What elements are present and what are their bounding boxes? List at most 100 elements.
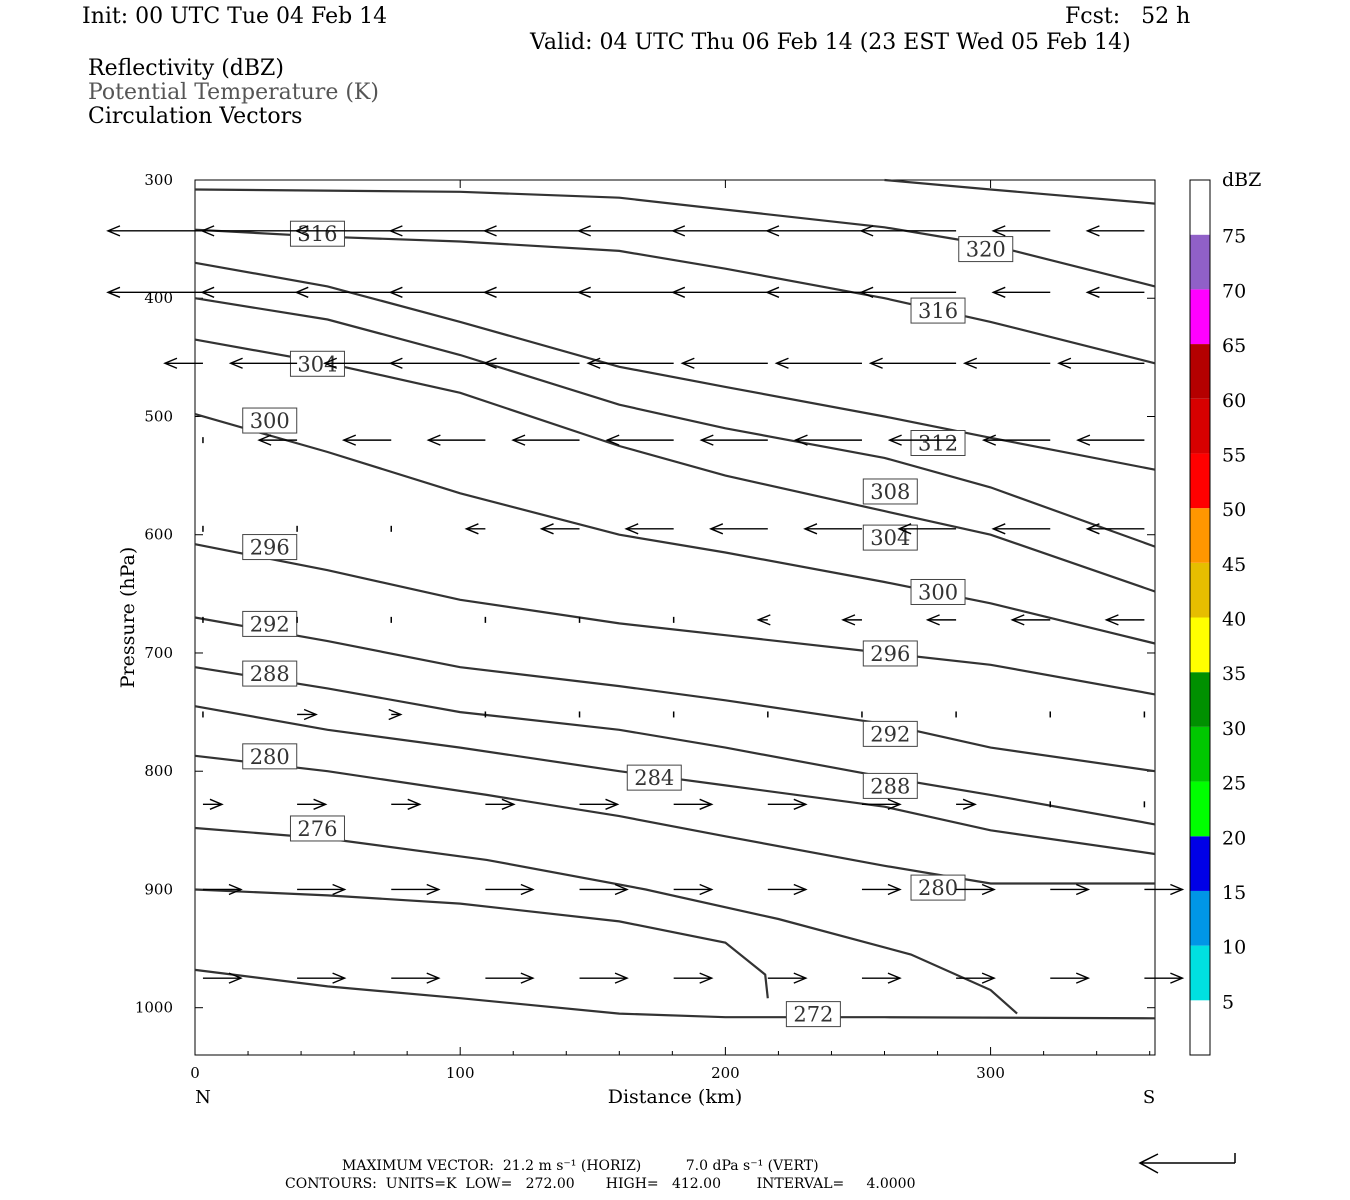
y-tick-label: 900 <box>144 880 173 898</box>
vector-arrowhead <box>962 357 978 369</box>
vector-arrowhead <box>341 434 357 446</box>
contour-label-312: 312 <box>918 432 958 456</box>
colorbar-label-15: 15 <box>1222 882 1246 904</box>
vector-arrowhead <box>332 883 347 896</box>
vector-arrowhead <box>925 614 940 626</box>
vector-arrowhead <box>482 225 497 237</box>
contour-label-box <box>958 236 1014 263</box>
y-tick-label: 600 <box>144 526 173 544</box>
vector-arrowhead <box>1010 614 1025 626</box>
colorbar-label-65: 65 <box>1222 335 1246 357</box>
vector-arrowhead <box>1170 883 1185 896</box>
contour-label-box <box>910 874 966 901</box>
colorbar-label-5: 5 <box>1222 991 1234 1013</box>
vector-arrowhead <box>605 434 620 446</box>
vector-arrowhead <box>887 972 902 984</box>
contour-label-box <box>242 407 298 434</box>
contour-label-box <box>242 534 298 561</box>
colorbar-label-50: 50 <box>1222 499 1246 521</box>
vector-arrowhead <box>200 286 215 298</box>
colorbar-label-75: 75 <box>1222 226 1246 248</box>
vector-arrowhead <box>962 798 977 810</box>
vector-arrowhead <box>793 434 808 446</box>
vector-arrowhead <box>887 798 902 810</box>
isentrope-288 <box>194 666 1156 826</box>
isentrope-276 <box>194 888 769 999</box>
vector-arrowhead <box>803 523 818 535</box>
x-end-label-south: S <box>1143 1087 1155 1108</box>
contour-label-284: 284 <box>634 766 674 790</box>
isentrope-308 <box>194 297 1156 548</box>
contour-label-272: 272 <box>793 1003 833 1027</box>
isentrope-272 <box>194 968 1156 1020</box>
init-time: Init: 00 UTC Tue 04 Feb 14 <box>82 4 388 29</box>
forecast-hour: Fcst: 52 h <box>1065 4 1191 29</box>
vector-arrowhead <box>322 357 338 369</box>
colorbar-segment <box>1190 562 1210 618</box>
vector-arrowhead <box>313 798 328 810</box>
contour-label-296: 296 <box>250 536 290 560</box>
reference-vector-arrow <box>1138 1153 1236 1174</box>
colorbar-label-30: 30 <box>1222 718 1246 740</box>
field-reflectivity: Reflectivity (dBZ) <box>88 56 284 81</box>
vector-arrowhead <box>1085 286 1100 298</box>
contour-label-280: 280 <box>918 876 958 900</box>
vector-arrowhead <box>426 972 441 984</box>
contour-label-box <box>862 720 918 747</box>
vector-arrowhead <box>200 225 215 237</box>
vector-arrowhead <box>765 225 780 237</box>
x-tick-label: 300 <box>976 1064 1005 1082</box>
field-potential-temperature: Potential Temperature (K) <box>88 80 379 105</box>
vector-arrowhead <box>388 357 403 369</box>
isentrope-296 <box>194 543 1156 696</box>
max-vector-note: MAXIMUM VECTOR: 21.2 m s⁻¹ (HORIZ) 7.0 d… <box>342 1158 819 1174</box>
isentrope-316 <box>194 228 1156 365</box>
vector-arrowhead <box>793 972 808 984</box>
vector-arrowhead <box>294 286 309 298</box>
isentrope-280 <box>194 754 1155 885</box>
contour-label-292: 292 <box>250 612 290 636</box>
y-tick-label: 800 <box>144 762 173 780</box>
vector-arrowhead <box>228 357 243 369</box>
contour-group <box>194 178 1156 1020</box>
colorbar-segment <box>1190 344 1210 399</box>
valid-time: Valid: 04 UTC Thu 06 Feb 14 (23 EST Wed … <box>530 30 1131 55</box>
vector-arrowhead <box>501 798 516 810</box>
vector-arrowhead <box>576 286 591 298</box>
contour-info: CONTOURS: UNITS=K LOW= 272.00 HIGH= 412.… <box>285 1176 916 1192</box>
contour-label-box <box>910 578 966 605</box>
vector-arrowhead <box>257 434 272 446</box>
x-tick-label: 200 <box>711 1064 740 1082</box>
vector-arrowhead <box>991 225 1006 237</box>
vector-arrowhead <box>708 523 724 535</box>
isentrope-324 <box>884 178 1156 205</box>
vector-arrowhead <box>1076 434 1091 446</box>
y-tick-label: 400 <box>144 289 173 307</box>
vector-arrowhead <box>756 614 771 626</box>
vector-arrowhead <box>1104 614 1119 626</box>
vector-arrowhead <box>981 883 996 896</box>
vector-arrowhead <box>868 357 883 369</box>
colorbar-label-45: 45 <box>1222 554 1246 576</box>
contour-label-280: 280 <box>250 745 290 769</box>
contour-label-box <box>785 1001 841 1028</box>
plot-frame <box>194 179 1156 1056</box>
vector-group <box>106 225 1185 984</box>
vector-arrowhead <box>699 798 714 810</box>
colorbar-title: dBZ <box>1222 169 1261 191</box>
vector-arrowhead <box>388 708 403 721</box>
colorbar-label-60: 60 <box>1222 390 1246 412</box>
colorbar-frame <box>1189 179 1211 1056</box>
vector-arrowhead <box>303 708 318 721</box>
contour-label-320: 320 <box>966 238 1006 262</box>
vector-arrowhead <box>209 798 224 810</box>
vector-arrowhead <box>680 357 695 369</box>
contour-label-box <box>626 764 682 791</box>
contour-label-box <box>862 640 918 667</box>
colorbar-label-70: 70 <box>1222 280 1246 302</box>
y-tick-label: 300 <box>144 171 173 189</box>
vector-arrowhead <box>670 225 686 237</box>
contour-label-box <box>289 220 345 247</box>
isentrope-292 <box>194 616 1156 773</box>
isentrope-300 <box>194 413 1156 645</box>
